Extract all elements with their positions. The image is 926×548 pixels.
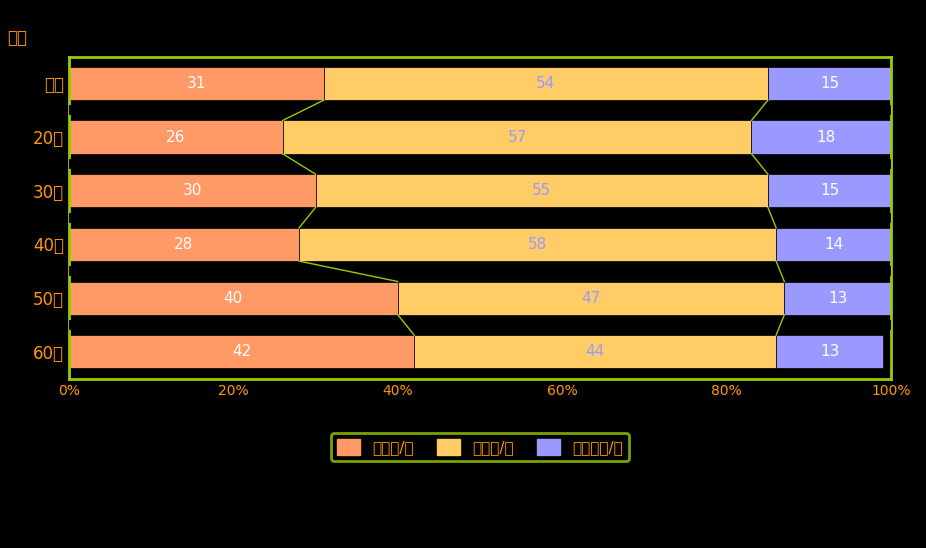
Bar (776, 228, 891, 261)
Bar (316, 174, 768, 208)
Bar (69, 335, 414, 368)
Bar (776, 335, 883, 368)
Bar (414, 335, 776, 368)
Bar (324, 67, 768, 100)
Bar (768, 67, 891, 100)
Text: 15: 15 (820, 76, 839, 91)
Text: 26: 26 (166, 130, 185, 145)
Text: 47: 47 (582, 290, 601, 306)
Text: 55: 55 (532, 183, 551, 198)
Text: 14: 14 (824, 237, 844, 252)
Bar (751, 121, 899, 154)
Text: 13: 13 (828, 290, 847, 306)
Text: 13: 13 (820, 344, 839, 359)
Bar (768, 174, 891, 208)
Text: 28: 28 (174, 237, 194, 252)
Text: 40: 40 (224, 290, 243, 306)
Legend: １回位/週, ２回位/月, １回以下/月: １回位/週, ２回位/月, １回以下/月 (332, 433, 629, 461)
Text: 31: 31 (187, 76, 206, 91)
Text: 年代: 年代 (7, 29, 27, 47)
Text: 57: 57 (507, 130, 527, 145)
Text: 58: 58 (528, 237, 547, 252)
Bar (299, 228, 776, 261)
Bar (69, 121, 282, 154)
Text: 30: 30 (182, 183, 202, 198)
Bar (69, 228, 299, 261)
Text: 54: 54 (536, 76, 556, 91)
Bar (69, 282, 398, 315)
Text: 44: 44 (585, 344, 605, 359)
Text: 42: 42 (232, 344, 251, 359)
Text: 18: 18 (816, 130, 835, 145)
Bar (69, 67, 324, 100)
Bar (398, 282, 784, 315)
Bar (69, 174, 316, 208)
Text: 15: 15 (820, 183, 839, 198)
Bar (282, 121, 751, 154)
Bar (784, 282, 891, 315)
